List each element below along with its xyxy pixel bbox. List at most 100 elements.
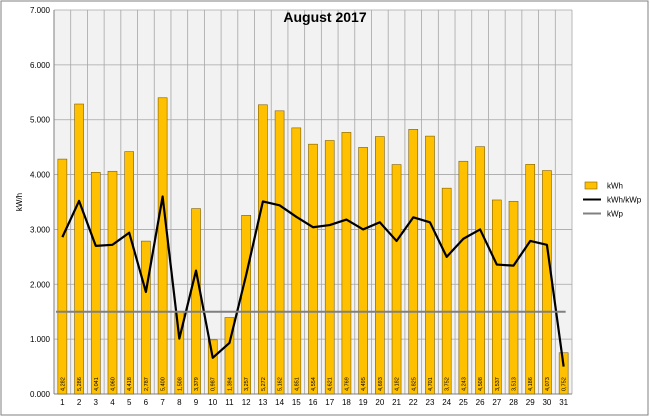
legend-swatch xyxy=(584,181,598,190)
data-label: 4,508 xyxy=(478,377,484,391)
data-label: 4,186 xyxy=(528,377,534,391)
x-tick-label: 8 xyxy=(177,398,182,407)
x-tick-label: 14 xyxy=(275,398,284,407)
x-tick-label: 15 xyxy=(292,398,301,407)
legend-label: kWh xyxy=(607,182,623,191)
bar xyxy=(558,352,569,395)
bar xyxy=(324,140,335,395)
data-label: 4,495 xyxy=(361,377,367,391)
bar xyxy=(291,127,302,395)
x-tick-label: 28 xyxy=(509,398,518,407)
bar xyxy=(124,151,135,395)
x-tick-label: 1 xyxy=(60,398,65,407)
x-tick-label: 17 xyxy=(325,398,334,407)
x-tick-label: 27 xyxy=(492,398,501,407)
bar xyxy=(391,164,402,395)
x-tick-label: 5 xyxy=(127,398,132,407)
data-label: 4,554 xyxy=(311,377,317,391)
data-label: 4,243 xyxy=(461,377,467,391)
x-tick-label: 24 xyxy=(442,398,451,407)
bar xyxy=(207,339,218,395)
data-label: 5,162 xyxy=(278,377,284,391)
bar xyxy=(525,164,536,395)
y-tick-label: 0.000 xyxy=(30,390,51,399)
y-tick-label: 6.000 xyxy=(30,61,51,70)
data-label: 4,701 xyxy=(428,377,434,391)
x-tick-label: 22 xyxy=(409,398,418,407)
bar xyxy=(74,103,84,395)
data-label: 0,987 xyxy=(211,377,217,391)
x-tick-label: 10 xyxy=(208,398,217,407)
y-axis-label: kW/h xyxy=(15,193,24,211)
data-label: 3,379 xyxy=(194,377,200,391)
data-label: 3,537 xyxy=(495,377,501,391)
bar xyxy=(90,172,101,395)
bar xyxy=(224,317,235,395)
data-label: 4,418 xyxy=(127,377,133,391)
x-tick-label: 29 xyxy=(526,398,535,407)
y-tick-label: 1.000 xyxy=(30,335,51,344)
x-tick-label: 26 xyxy=(476,398,485,407)
data-label: 4,060 xyxy=(110,377,116,391)
bar xyxy=(341,132,352,395)
data-label: 4,851 xyxy=(294,377,300,391)
bar xyxy=(508,200,519,395)
bar xyxy=(475,146,485,395)
data-label: 5,286 xyxy=(77,377,83,391)
x-tick-label: 4 xyxy=(110,398,115,407)
tick-labels: 0.000 1.000 2.000 3.000 4.000 5.000 6.000 7.000… xyxy=(30,6,569,407)
bar xyxy=(258,104,268,395)
bar xyxy=(107,170,118,395)
bar xyxy=(375,136,385,395)
x-tick-label: 2 xyxy=(77,398,82,407)
data-label: 4,825 xyxy=(411,377,417,391)
bar xyxy=(441,187,452,395)
y-tick-label: 7.000 xyxy=(30,6,51,15)
x-tick-label: 12 xyxy=(242,398,251,407)
x-tick-label: 18 xyxy=(342,398,351,407)
bar xyxy=(425,135,435,395)
data-label: 0,752 xyxy=(562,377,568,391)
data-label: 1,394 xyxy=(227,377,233,391)
y-tick-label: 2.000 xyxy=(30,280,51,289)
data-label: 4,621 xyxy=(328,377,334,391)
bar xyxy=(308,143,318,395)
x-tick-label: 9 xyxy=(194,398,199,407)
x-tick-label: 13 xyxy=(258,398,267,407)
x-tick-label: 6 xyxy=(144,398,149,407)
legend: kWh kWh/kWp kWp xyxy=(583,182,642,219)
bar xyxy=(274,110,285,395)
bars: 4,282 5,286 4,041 4,060 4,418 2,787 5,400 1,508… xyxy=(57,97,569,395)
x-tick-label: 3 xyxy=(94,398,99,407)
bar xyxy=(191,208,201,395)
bar xyxy=(358,147,368,395)
data-label: 1,508 xyxy=(177,377,183,391)
legend-label: kWh/kWp xyxy=(607,196,642,205)
lines xyxy=(56,195,566,367)
bar xyxy=(57,158,68,395)
x-tick-label: 16 xyxy=(309,398,318,407)
data-label: 3,513 xyxy=(512,377,518,391)
x-tick-label: 23 xyxy=(426,398,435,407)
x-tick-label: 30 xyxy=(542,398,551,407)
x-tick-label: 21 xyxy=(392,398,401,407)
legend-label: kWp xyxy=(607,210,624,219)
data-label: 4,693 xyxy=(378,377,384,391)
bar xyxy=(408,129,419,395)
x-tick-label: 20 xyxy=(375,398,384,407)
series-line-kwh-kwp xyxy=(61,195,565,367)
x-tick-label: 19 xyxy=(359,398,368,407)
x-tick-label: 11 xyxy=(225,398,234,407)
bar xyxy=(491,199,502,395)
grid-lines xyxy=(53,9,573,395)
x-tick-label: 25 xyxy=(459,398,468,407)
data-label: 2,787 xyxy=(144,377,150,391)
bar xyxy=(458,160,469,395)
data-label: 4,073 xyxy=(545,377,551,391)
data-label: 4,282 xyxy=(60,377,66,391)
data-label: 3,257 xyxy=(244,377,250,391)
chart-title: August 2017 xyxy=(283,9,366,25)
data-label: 5,400 xyxy=(161,377,167,391)
